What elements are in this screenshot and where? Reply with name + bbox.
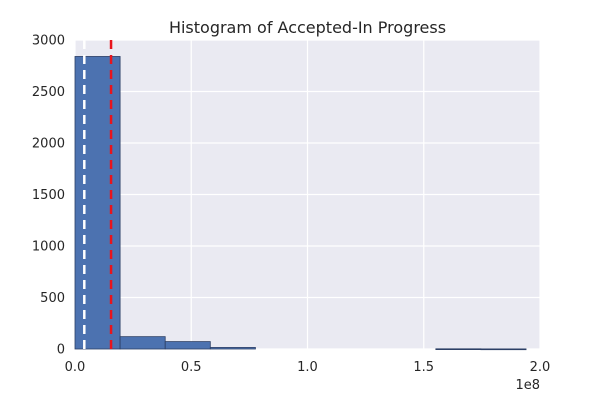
x-tick-label: 1.5 [413, 360, 434, 375]
x-tick-label: 1.0 [297, 360, 318, 375]
histogram-bar-3 [209, 347, 256, 350]
reference-lines [83, 40, 113, 349]
histogram-bar-0 [74, 56, 121, 350]
y-axis-ticks: 0 500 1000 1500 2000 2500 3000 [32, 34, 65, 358]
x-tick-label: 0.5 [181, 360, 202, 375]
x-tick-label: 2.0 [530, 360, 551, 375]
y-tick-label: 500 [40, 291, 65, 306]
y-tick-label: 2500 [32, 85, 65, 100]
histogram-bar-1 [119, 336, 166, 350]
histogram-bar-9 [480, 348, 527, 351]
y-tick-label: 0 [57, 343, 65, 358]
histogram-bars [74, 56, 527, 351]
chart-title: Histogram of Accepted-In Progress [169, 18, 446, 37]
x-tick-label: 0.0 [65, 360, 86, 375]
x-axis-offset-label: 1e8 [515, 378, 540, 393]
y-tick-label: 3000 [32, 34, 65, 49]
grid-lines [74, 39, 541, 350]
histogram-bar-2 [164, 341, 211, 350]
y-tick-label: 2000 [32, 137, 65, 152]
histogram-bar-8 [435, 348, 482, 350]
x-axis-ticks: 0.0 0.5 1.0 1.5 2.0 [65, 360, 551, 375]
y-tick-label: 1000 [32, 240, 65, 255]
y-tick-label: 1500 [32, 188, 65, 203]
